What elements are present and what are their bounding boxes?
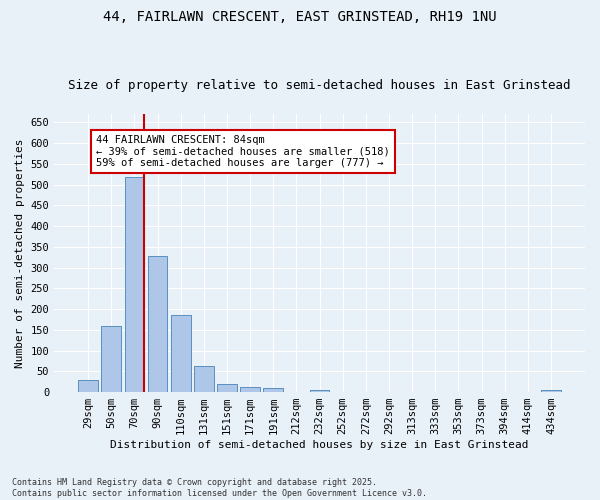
Bar	[78, 380, 98, 392]
Text: Contains HM Land Registry data © Crown copyright and database right 2025.
Contai: Contains HM Land Registry data © Crown c…	[12, 478, 427, 498]
Text: 44 FAIRLAWN CRESCENT: 84sqm
← 39% of semi-detached houses are smaller (518)
59% : 44 FAIRLAWN CRESCENT: 84sqm ← 39% of sem…	[96, 135, 390, 168]
Bar	[101, 326, 121, 392]
Bar	[241, 386, 260, 392]
Bar	[194, 366, 214, 392]
Bar	[125, 177, 144, 392]
Y-axis label: Number of semi-detached properties: Number of semi-detached properties	[15, 138, 25, 368]
Bar	[148, 256, 167, 392]
Bar	[541, 390, 561, 392]
Bar	[217, 384, 237, 392]
Bar	[263, 388, 283, 392]
Bar	[310, 390, 329, 392]
Bar	[171, 316, 191, 392]
Text: 44, FAIRLAWN CRESCENT, EAST GRINSTEAD, RH19 1NU: 44, FAIRLAWN CRESCENT, EAST GRINSTEAD, R…	[103, 10, 497, 24]
Title: Size of property relative to semi-detached houses in East Grinstead: Size of property relative to semi-detach…	[68, 79, 571, 92]
X-axis label: Distribution of semi-detached houses by size in East Grinstead: Distribution of semi-detached houses by …	[110, 440, 529, 450]
